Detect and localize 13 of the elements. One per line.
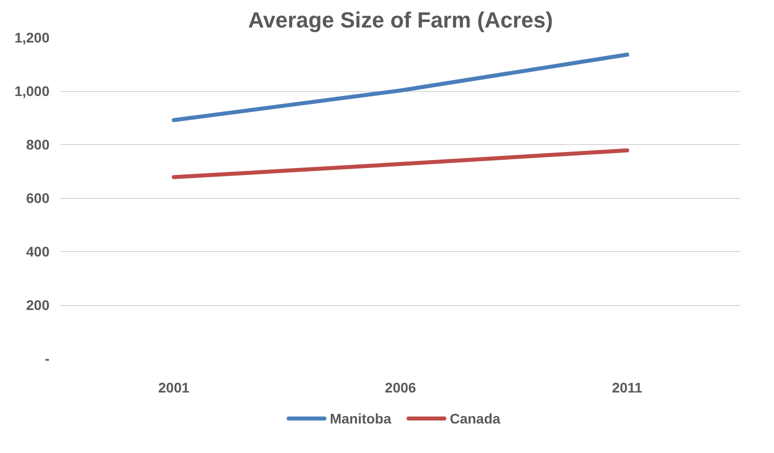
legend-label: Canada bbox=[450, 410, 500, 426]
x-tick-label: 2001 bbox=[158, 380, 190, 396]
y-tick-label: - bbox=[44, 350, 50, 366]
chart-title: Average Size of Farm (Acres) bbox=[248, 8, 553, 32]
legend-label: Manitoba bbox=[330, 410, 392, 426]
y-tick-label: 400 bbox=[26, 244, 50, 260]
y-tick-label: 800 bbox=[26, 136, 50, 152]
y-tick-label: 1,200 bbox=[14, 30, 50, 46]
x-tick-label: 2006 bbox=[384, 380, 416, 396]
x-tick-label: 2011 bbox=[612, 380, 643, 396]
y-tick-label: 600 bbox=[26, 190, 50, 206]
y-tick-label: 200 bbox=[26, 297, 50, 313]
y-tick-label: 1,000 bbox=[14, 83, 50, 99]
